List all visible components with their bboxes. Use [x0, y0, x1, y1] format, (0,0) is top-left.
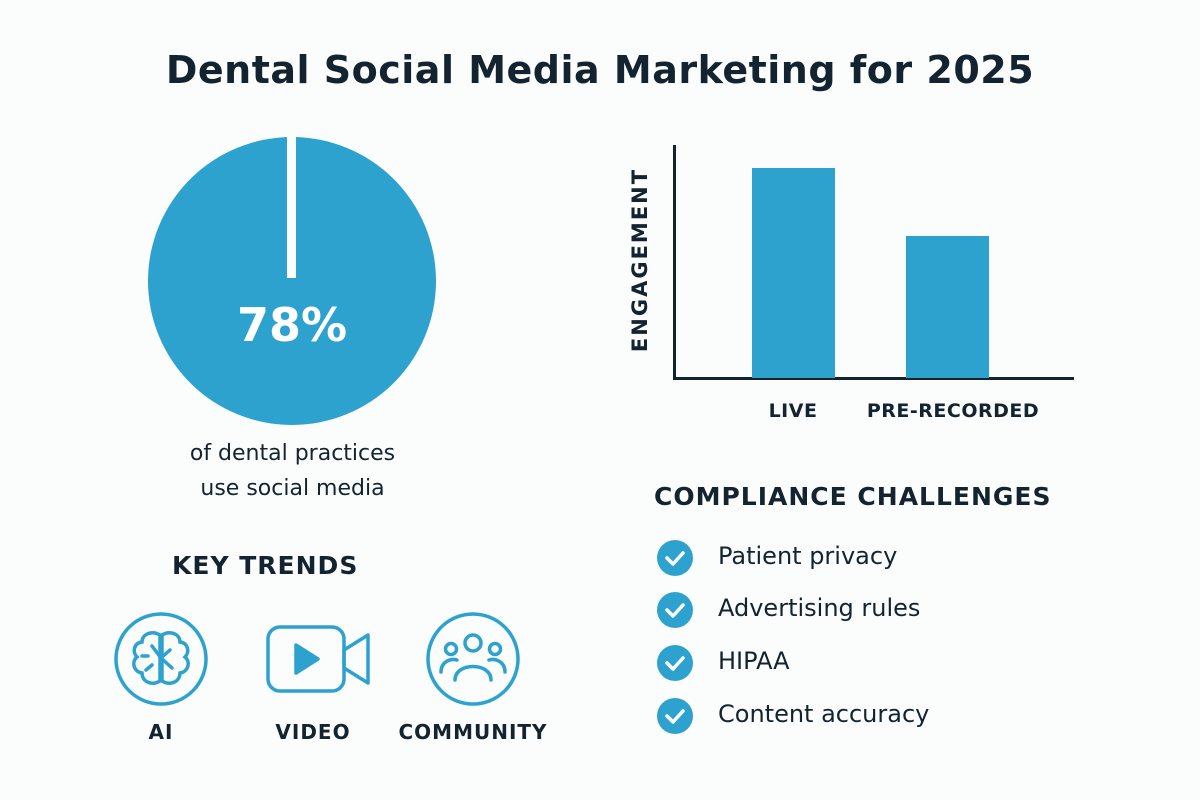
x-label-live: LIVE	[768, 400, 818, 422]
bar-live	[752, 168, 835, 378]
brain-icon	[114, 612, 208, 706]
stat-caption-line2: use social media	[200, 476, 385, 501]
y-axis-label: ENGAGEMENT	[628, 167, 652, 353]
people-group-icon	[426, 612, 520, 706]
compliance-item-label: Content accuracy	[718, 700, 930, 728]
x-label-pre-recorded: PRE-RECORDED	[866, 400, 1040, 422]
check-circle-icon	[657, 592, 693, 628]
trend-label-video: VIDEO	[275, 720, 351, 744]
y-axis	[673, 145, 676, 380]
stat-caption: of dental practices use social media	[120, 436, 465, 506]
check-circle-icon	[657, 540, 693, 576]
compliance-heading: COMPLIANCE CHALLENGES	[654, 482, 1052, 511]
page-title: Dental Social Media Marketing for 2025	[165, 48, 1035, 92]
pie-divider	[287, 137, 296, 278]
check-circle-icon	[657, 698, 693, 734]
compliance-item-label: Patient privacy	[718, 542, 898, 570]
trend-label-community: COMMUNITY	[398, 720, 548, 744]
video-camera-icon	[266, 625, 370, 693]
check-circle-icon	[657, 645, 693, 681]
compliance-item-label: HIPAA	[718, 647, 790, 675]
bar-pre-recorded	[906, 236, 989, 378]
x-axis	[673, 377, 1074, 380]
compliance-item-label: Advertising rules	[718, 594, 921, 622]
key-trends-heading: KEY TRENDS	[172, 551, 359, 580]
stat-caption-line1: of dental practices	[189, 441, 396, 466]
stat-value: 78%	[236, 298, 348, 352]
trend-label-ai: AI	[148, 720, 174, 744]
